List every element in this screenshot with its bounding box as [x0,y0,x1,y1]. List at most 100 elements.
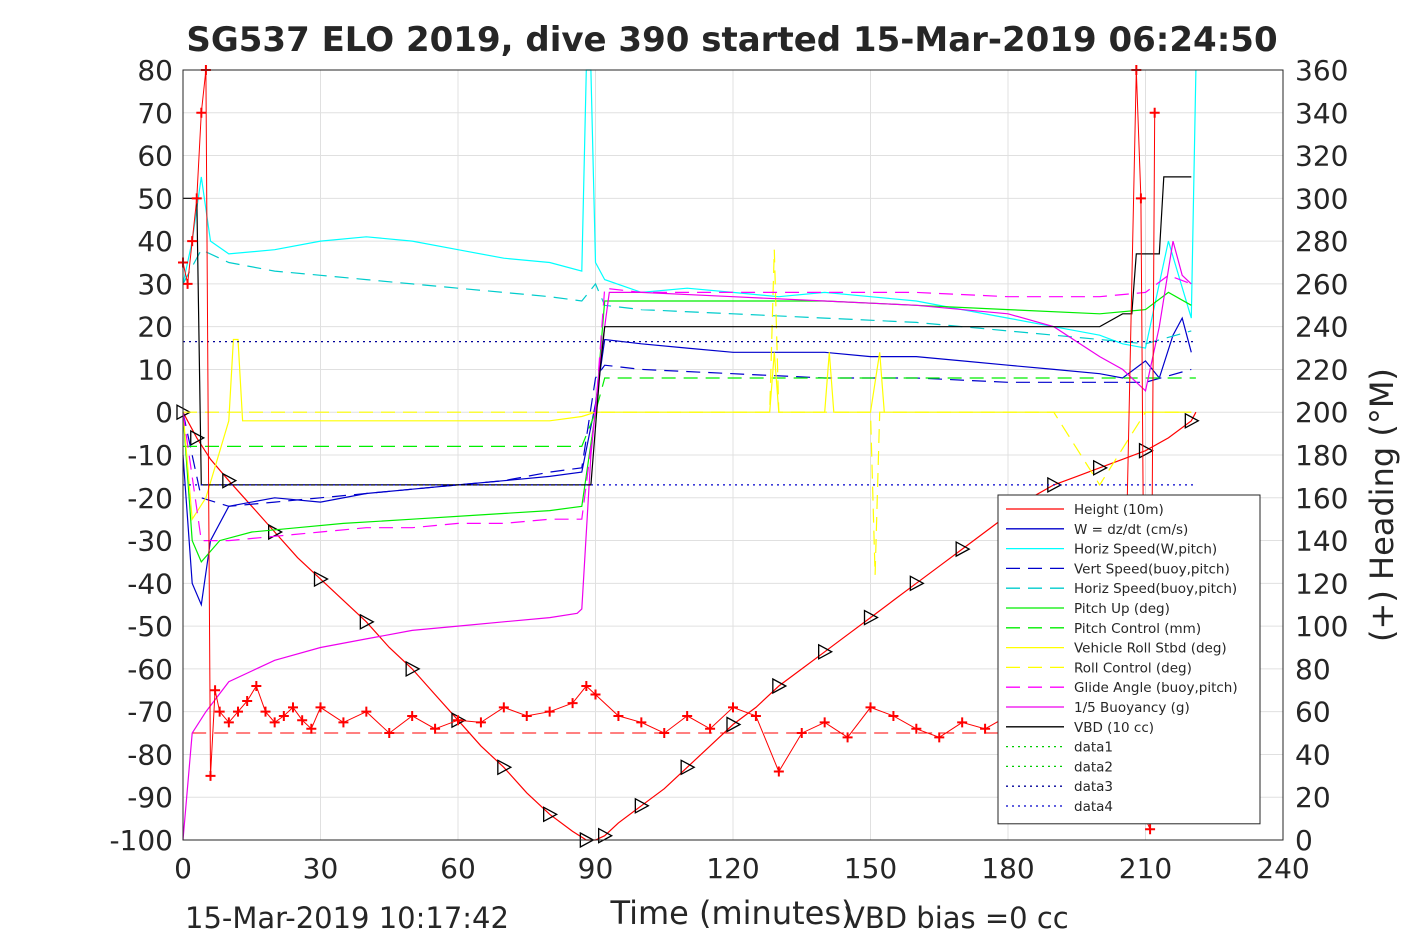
legend-entry: data3 [1074,779,1113,795]
height-marker [598,827,614,844]
heading-point [182,278,193,289]
y2-tick-label: 40 [1295,738,1331,771]
heading-point [242,695,253,706]
y2-tick-label: 160 [1295,482,1348,515]
series-line-1 [182,316,1192,607]
y-axis-right-label: (+) Heading (°M) [1363,368,1401,642]
heading-point [191,193,202,204]
series-line-5 [182,291,1192,564]
y2-tick-label: 80 [1295,653,1331,686]
x-axis-label: Time (minutes) [610,894,854,932]
height-marker [909,575,925,592]
height-marker [818,643,834,660]
chart-title: SG537 ELO 2019, dive 390 started 15-Mar-… [186,20,1277,60]
y-tick-label: -50 [127,610,173,643]
height-marker [1093,459,1109,476]
height-marker [543,806,559,823]
legend-entry: Horiz Speed(buoy,pitch) [1074,581,1237,597]
heading-point [407,710,418,721]
heading-point [430,723,441,734]
x-tick-label: 90 [578,852,614,885]
y2-tick-label: 220 [1295,353,1348,386]
height-marker [1138,442,1154,459]
legend-entry: data2 [1074,759,1113,775]
y-tick-label: 70 [137,97,173,130]
heading-point [911,723,922,734]
y-tick-label: 60 [137,140,173,173]
x-tick-label: 180 [981,852,1034,885]
height-marker [955,541,971,558]
heading-point [842,732,853,743]
heading-point [260,706,271,717]
y2-tick-label: 100 [1295,610,1348,643]
heading-point [957,717,968,728]
height-marker [726,716,742,733]
series-line-4 [182,248,1192,345]
y2-tick-label: 260 [1295,268,1348,301]
heading-point [636,717,647,728]
heading-point [498,702,509,713]
heading-point [1135,193,1146,204]
heading-point [210,685,221,696]
x-axis: 0 30 60 90 120 150 180 210 240 [174,852,1310,885]
series-line-2 [182,69,1197,349]
heading-point [728,702,738,713]
heading-point [223,717,234,728]
x-tick-label: 0 [174,852,192,885]
x-tick-label: 150 [844,852,897,885]
y2-tick-label: 0 [1295,824,1313,857]
legend-entry: Horiz Speed(W,pitch) [1074,542,1217,558]
footer-timestamp: 15-Mar-2019 10:17:42 [185,901,509,935]
y2-tick-label: 240 [1295,311,1348,344]
heading-point [613,710,624,721]
heading-point [361,706,372,717]
y-tick-label: -30 [127,525,173,558]
series-line-11 [183,176,1192,486]
series-line-6 [183,377,1196,447]
legend-entry: Pitch Control (mm) [1074,621,1201,637]
y2-tick-label: 340 [1295,97,1348,130]
heading-point [297,715,308,726]
height-marker [772,677,788,695]
y-tick-label: 80 [137,54,173,87]
heading-point [934,732,945,743]
heading-point [544,706,555,717]
height-marker [634,797,650,814]
heading-point [888,710,899,721]
x-tick-label: 240 [1256,852,1309,885]
legend-entry: Pitch Up (deg) [1074,601,1170,617]
height-marker [359,613,375,630]
x-tick-label: 210 [1119,852,1172,885]
legend-entry: VBD (10 cc) [1074,720,1154,736]
y2-tick-label: 300 [1295,182,1348,215]
heading-point [1145,824,1156,835]
y-tick-label: -80 [127,738,173,771]
y-tick-label: -60 [127,653,173,686]
y2-tick-label: 60 [1295,696,1331,729]
legend-entry: Vehicle Roll Stbd (deg) [1074,641,1227,657]
heading-point [590,689,601,700]
heading-point [187,236,198,247]
heading-point [205,770,216,781]
y2-tick-label: 140 [1295,525,1348,558]
series-line-3 [182,364,1192,507]
heading-point [306,723,317,734]
y2-tick-label: 360 [1295,54,1348,87]
heading-point [796,728,807,739]
heading-point [567,698,578,709]
height-marker [1184,412,1200,429]
height-marker [405,660,421,677]
heading-point [315,702,326,713]
heading-point [521,710,532,721]
legend-entry: Roll Control (deg) [1074,660,1192,676]
heading-point [288,702,298,713]
y-tick-label: -10 [127,439,173,472]
y-tick-label: 0 [155,396,173,429]
legend-entry: Glide Angle (buoy,pitch) [1074,680,1238,696]
legend-entry: W = dz/dt (cm/s) [1074,522,1188,538]
heading-point [819,717,830,728]
x-tick-label: 60 [440,852,476,885]
y-tick-label: 20 [137,311,173,344]
heading-point [980,723,991,734]
